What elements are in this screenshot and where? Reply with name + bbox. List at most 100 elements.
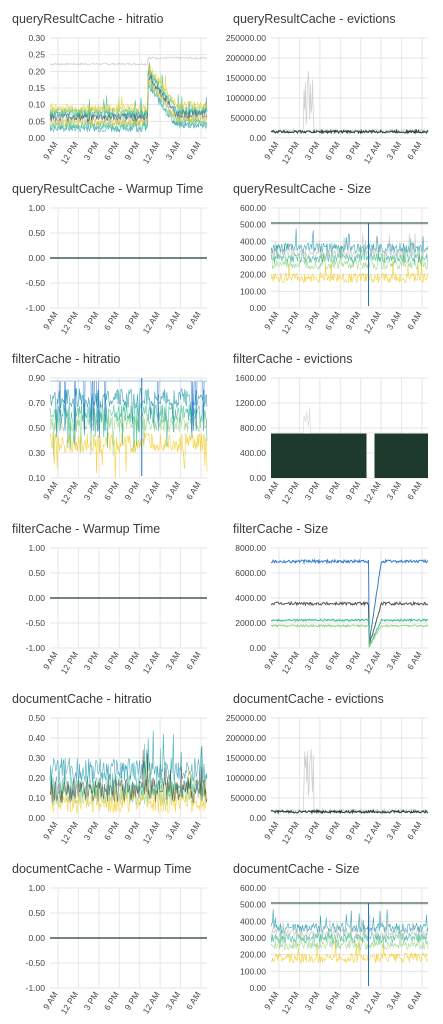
y-tick-label: 0.90 (28, 373, 45, 383)
x-tick-label: 9 PM (122, 820, 141, 842)
series-line (49, 402, 208, 453)
chart-panel[interactable]: documentCache - evictions 250000.00 200000… (221, 680, 442, 850)
y-tick-label: 8000.00 (235, 543, 266, 553)
y-tick-label: 50000.00 (231, 793, 267, 803)
x-tick-label: 9 AM (262, 820, 281, 842)
series-line (270, 238, 429, 264)
y-tick-label: 0.50 (28, 908, 45, 918)
x-tick-label: 3 AM (164, 140, 183, 162)
x-tick-label: 9 AM (41, 310, 60, 332)
y-tick-label: -0.50 (26, 618, 46, 628)
chart-panel[interactable]: filterCache - Size 8000.00 6000.00 4000.00 2… (221, 510, 442, 680)
series-line (49, 759, 208, 814)
series-line (270, 623, 429, 648)
chart-panel[interactable]: queryResultCache - Warmup Time 1.00 0.50 0.… (0, 170, 221, 340)
x-tick-label: 6 AM (405, 650, 424, 672)
y-tick-label: 0.00 (249, 643, 266, 653)
y-tick-label: 0.30 (28, 753, 45, 763)
series-line (270, 600, 429, 645)
series-line (270, 908, 429, 934)
x-tick-label: 6 AM (405, 310, 424, 332)
x-tick-label: 6 PM (102, 140, 121, 162)
y-tick-label: 1.00 (28, 543, 45, 553)
panel-title: queryResultCache - evictions (233, 12, 396, 26)
x-tick-label: 3 AM (385, 140, 404, 162)
y-tick-label: 0.50 (28, 713, 45, 723)
y-tick-label: 0.00 (28, 813, 45, 823)
x-tick-label: 12 AM (141, 140, 162, 166)
y-tick-label: 6000.00 (235, 568, 266, 578)
y-tick-label: -1.00 (26, 983, 46, 993)
y-tick-label: 0.00 (28, 253, 45, 263)
x-tick-label: 12 PM (59, 140, 81, 166)
x-tick-label: 6 PM (323, 990, 342, 1012)
y-tick-label: 0.10 (28, 793, 45, 803)
chart-panel[interactable]: queryResultCache - hitratio 0.30 0.25 0.20 0… (0, 0, 221, 170)
chart-panel[interactable]: filterCache - Warmup Time 1.00 0.50 0.00 -0.… (0, 510, 221, 680)
x-tick-label: 3 AM (164, 480, 183, 502)
x-tick-label: 9 AM (262, 140, 281, 162)
x-tick-label: 9 AM (41, 990, 60, 1012)
panel-title: documentCache - evictions (233, 692, 384, 706)
y-tick-label: 0.30 (28, 33, 45, 43)
chart-svg: 250000.00 200000.00 150000.00 100000.00 5000… (226, 33, 429, 166)
chart-panel[interactable]: documentCache - Warmup Time 1.00 0.50 0.00 -… (0, 850, 221, 1020)
chart-panel[interactable]: queryResultCache - Size 600.00 500.00 400.0… (221, 170, 442, 340)
chart-panel[interactable]: documentCache - Size 600.00 500.00 400.00 30… (221, 850, 442, 1020)
panel-title: documentCache - Size (233, 862, 360, 876)
x-tick-label: 9 AM (41, 140, 60, 162)
series-line (50, 380, 207, 432)
y-tick-label: 0.10 (28, 100, 45, 110)
series-line (270, 914, 429, 939)
x-tick-label: 12 AM (362, 480, 383, 506)
x-tick-label: 3 AM (385, 650, 404, 672)
x-tick-label: 3 AM (164, 990, 183, 1012)
x-tick-label: 12 PM (59, 480, 81, 506)
x-tick-label: 9 AM (262, 650, 281, 672)
chart-svg: 600.00 500.00 400.00 300.00 200.00 100.00 0.00… (240, 203, 429, 336)
x-tick-label: 9 PM (343, 650, 362, 672)
series-line (270, 228, 429, 254)
x-tick-label: 6 AM (184, 310, 203, 332)
x-tick-label: 6 PM (323, 140, 342, 162)
x-tick-label: 6 AM (184, 990, 203, 1012)
y-tick-label: 0.30 (28, 448, 45, 458)
chart-panel[interactable]: documentCache - hitratio 0.50 0.40 0.30 0.20… (0, 680, 221, 850)
chart-panel[interactable]: queryResultCache - evictions 250000.00 200… (221, 0, 442, 170)
y-tick-label: 100.00 (240, 286, 266, 296)
x-tick-label: 6 PM (102, 990, 121, 1012)
x-tick-label: 6 PM (323, 650, 342, 672)
chart-svg: 600.00 500.00 400.00 300.00 200.00 100.00 0.00… (240, 883, 429, 1016)
series-line (271, 71, 429, 134)
x-tick-label: 3 PM (82, 310, 101, 332)
x-tick-label: 6 AM (184, 480, 203, 502)
x-tick-label: 6 AM (184, 140, 203, 162)
series-area (271, 433, 367, 478)
chart-panel[interactable]: filterCache - evictions 1600.00 1200.00 800… (221, 340, 442, 510)
series-line (49, 64, 208, 113)
y-tick-label: 0.00 (249, 133, 266, 143)
x-tick-label: 12 AM (362, 140, 383, 166)
chart-panel[interactable]: filterCache - hitratio 0.90 0.70 0.50 0.30 0.… (0, 340, 221, 510)
panel-title: queryResultCache - hitratio (12, 12, 164, 26)
x-tick-label: 9 PM (343, 820, 362, 842)
x-tick-label: 3 AM (164, 650, 183, 672)
y-tick-label: 0.50 (28, 423, 45, 433)
x-tick-label: 6 AM (405, 820, 424, 842)
x-tick-label: 9 PM (122, 310, 141, 332)
y-tick-label: 100000.00 (226, 93, 266, 103)
series-line (49, 749, 208, 803)
y-tick-label: 0.70 (28, 398, 45, 408)
y-tick-label: 500.00 (240, 900, 266, 910)
y-tick-label: 0.50 (28, 568, 45, 578)
y-tick-label: 4000.00 (235, 593, 266, 603)
y-tick-label: 0.40 (28, 733, 45, 743)
x-tick-label: 9 PM (343, 310, 362, 332)
y-tick-label: 0.05 (28, 116, 45, 126)
x-tick-label: 12 PM (59, 650, 81, 676)
